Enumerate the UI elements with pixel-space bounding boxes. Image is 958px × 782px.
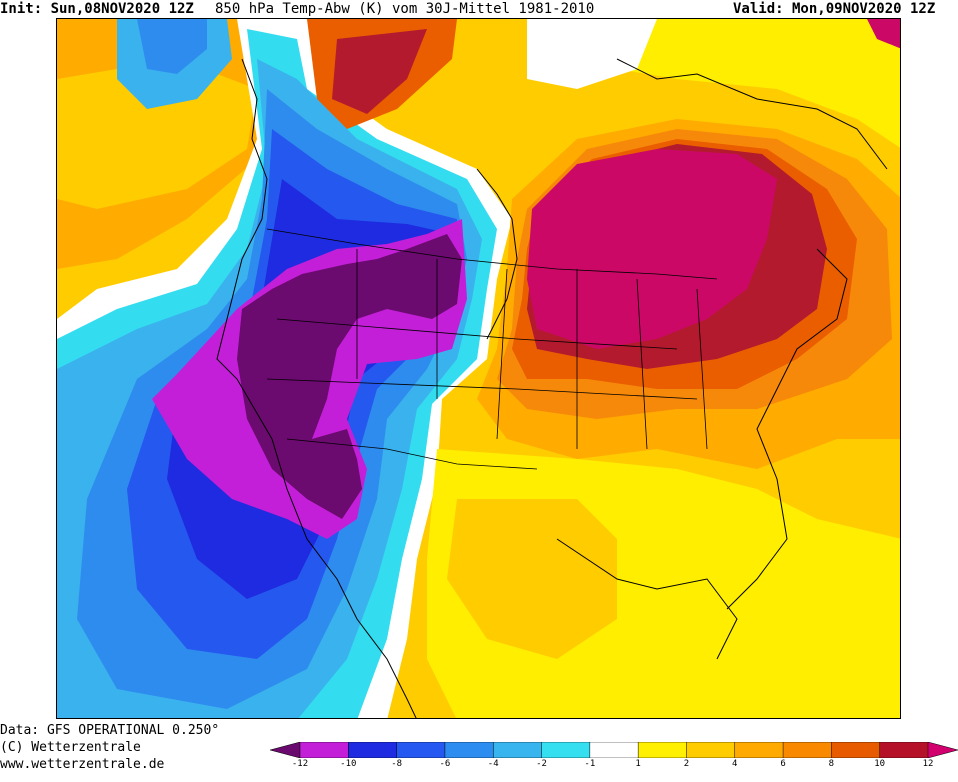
website-label: www.wetterzentrale.de bbox=[0, 757, 165, 772]
colorbar-tick-label: 2 bbox=[683, 759, 690, 769]
state-lines-h bbox=[266, 318, 698, 400]
colorbar-tick-label: 4 bbox=[732, 759, 738, 769]
colorbar-tick-label: 8 bbox=[828, 759, 835, 769]
chart-title: 850 hPa Temp-Abw (K) vom 30J-Mittel 1981… bbox=[215, 1, 595, 17]
anomaly-map bbox=[56, 18, 901, 719]
field-corner-magenta bbox=[867, 19, 900, 49]
colorbar-swatch bbox=[589, 742, 639, 758]
colorbar-tick-label: -4 bbox=[487, 759, 499, 769]
colorbar-tick-label: -6 bbox=[439, 759, 451, 769]
data-source-label: Data: GFS OPERATIONAL 0.250° bbox=[0, 723, 220, 738]
field-pacific-gold bbox=[57, 59, 257, 209]
colorbar-tick-label: -12 bbox=[291, 759, 309, 769]
colorbar-swatch bbox=[492, 742, 543, 758]
colorbar-tick-label: -10 bbox=[340, 759, 357, 769]
field-np-blue bbox=[137, 19, 207, 74]
coastlines bbox=[216, 58, 888, 718]
colorbar-swatch bbox=[396, 742, 446, 758]
colorbar-swatch bbox=[831, 742, 881, 758]
field-south-gold bbox=[447, 499, 617, 659]
us-mexico-border bbox=[286, 438, 538, 470]
colorbar bbox=[270, 742, 958, 758]
colorbar-tick-label: 1 bbox=[635, 759, 641, 769]
arctic-coast-line bbox=[616, 58, 888, 170]
colorbar-swatch bbox=[541, 742, 591, 758]
colorbar-swatch bbox=[927, 742, 958, 758]
hudson-coast-line bbox=[476, 168, 518, 340]
colorbar-swatch bbox=[879, 742, 929, 758]
colorbar-swatch bbox=[637, 742, 688, 758]
borders bbox=[266, 228, 718, 470]
init-time-label: Init: Sun,08NOV2020 12Z bbox=[0, 1, 194, 17]
colorbar-tick-label: -1 bbox=[584, 759, 596, 769]
field-east-core bbox=[527, 149, 777, 349]
colorbar-tick-label: 10 bbox=[874, 759, 886, 769]
field-ne-yellow bbox=[617, 19, 900, 148]
field-purple-core bbox=[237, 234, 462, 519]
colorbar-swatch bbox=[734, 742, 784, 758]
anomaly-field bbox=[57, 19, 900, 718]
colorbar-swatch bbox=[444, 742, 494, 758]
west-coast-line bbox=[216, 58, 417, 718]
gulf-coast-line bbox=[556, 538, 738, 660]
colorbar-tick-label: 12 bbox=[922, 759, 934, 769]
colorbar-swatch bbox=[686, 742, 736, 758]
colorbar-tick-label: -8 bbox=[391, 759, 403, 769]
east-coast-line bbox=[726, 248, 848, 610]
copyright-label: (C) Wetterzentrale bbox=[0, 740, 141, 755]
colorbar-swatch bbox=[348, 742, 398, 758]
state-lines bbox=[356, 249, 708, 450]
colorbar-tick-label: -2 bbox=[536, 759, 547, 769]
us-canada-border bbox=[266, 228, 718, 280]
colorbar-swatch bbox=[299, 742, 350, 758]
colorbar-tick-label: 6 bbox=[780, 759, 786, 769]
colorbar-swatch bbox=[782, 742, 833, 758]
colorbar-swatch bbox=[270, 742, 301, 758]
valid-time-label: Valid: Mon,09NOV2020 12Z bbox=[733, 1, 936, 17]
field-hudson-white bbox=[527, 19, 657, 89]
field-arctic-red bbox=[332, 29, 427, 114]
